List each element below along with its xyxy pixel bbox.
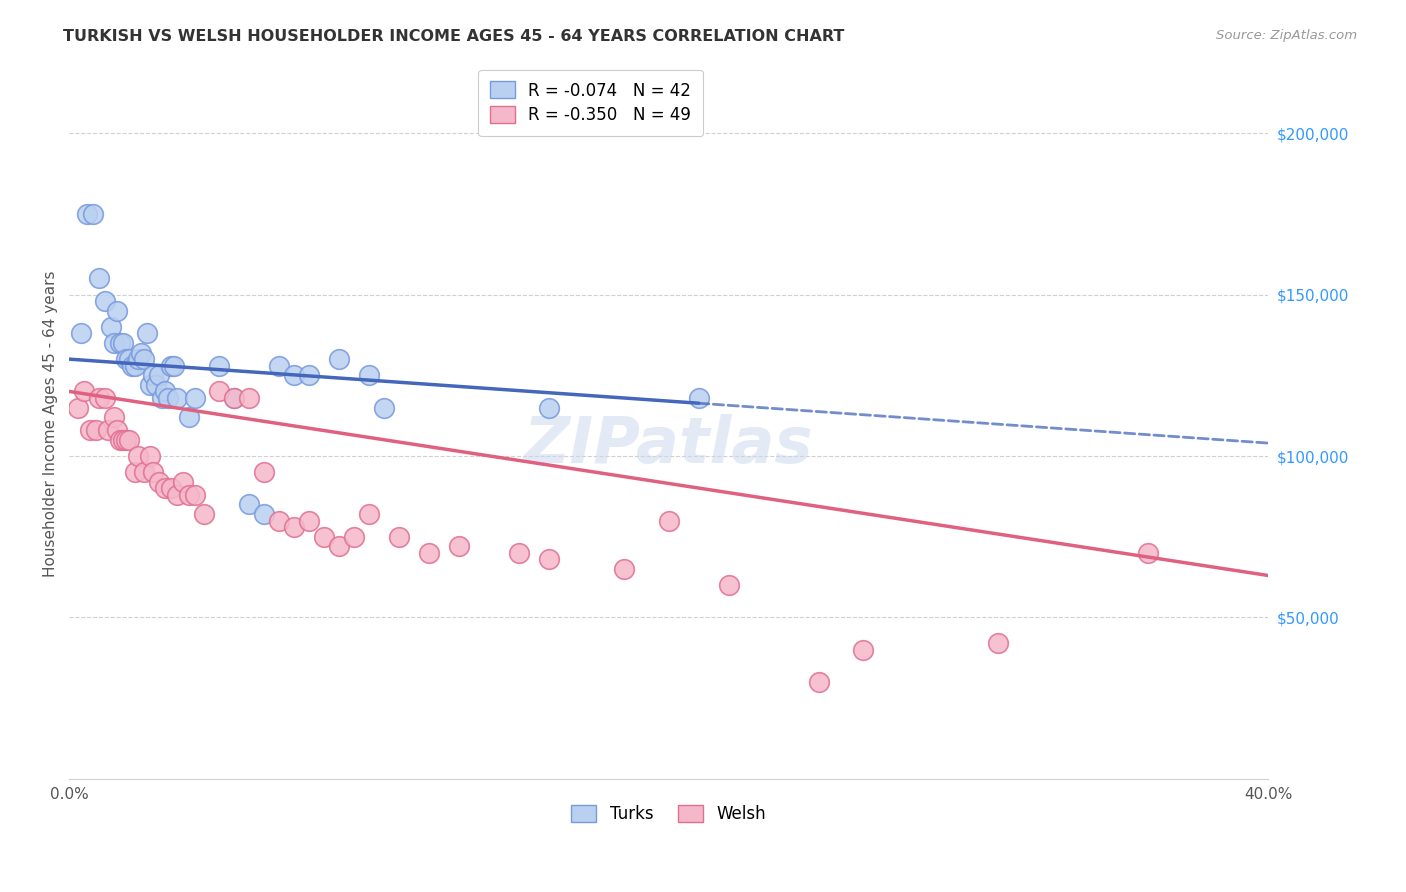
Point: [208, 384, 231, 399]
Point: [142, 465, 165, 479]
Point: [613, 562, 636, 576]
Point: [508, 546, 530, 560]
Point: [267, 359, 290, 373]
Point: [73, 384, 96, 399]
Point: [121, 359, 143, 373]
Point: [108, 336, 131, 351]
Point: [184, 391, 207, 405]
Point: [283, 520, 305, 534]
Point: [163, 359, 186, 373]
Point: [328, 540, 350, 554]
Y-axis label: Householder Income Ages 45 - 64 years: Householder Income Ages 45 - 64 years: [44, 270, 58, 577]
Point: [94, 391, 117, 405]
Point: [312, 530, 335, 544]
Point: [84, 423, 107, 437]
Point: [108, 433, 131, 447]
Point: [357, 507, 380, 521]
Point: [267, 514, 290, 528]
Point: [118, 352, 141, 367]
Point: [112, 336, 135, 351]
Point: [153, 384, 176, 399]
Point: [124, 359, 146, 373]
Point: [166, 391, 188, 405]
Point: [148, 475, 170, 489]
Point: [179, 410, 201, 425]
Point: [222, 391, 245, 405]
Point: [328, 352, 350, 367]
Point: [145, 378, 167, 392]
Point: [172, 475, 194, 489]
Point: [105, 303, 128, 318]
Point: [148, 368, 170, 383]
Point: [76, 207, 98, 221]
Text: TURKISH VS WELSH HOUSEHOLDER INCOME AGES 45 - 64 YEARS CORRELATION CHART: TURKISH VS WELSH HOUSEHOLDER INCOME AGES…: [63, 29, 845, 44]
Point: [717, 578, 740, 592]
Point: [238, 391, 260, 405]
Point: [129, 345, 152, 359]
Point: [127, 449, 149, 463]
Legend: Turks, Welsh: Turks, Welsh: [560, 793, 778, 835]
Point: [373, 401, 395, 415]
Point: [447, 540, 470, 554]
Point: [807, 675, 830, 690]
Point: [193, 507, 215, 521]
Point: [97, 423, 120, 437]
Point: [388, 530, 411, 544]
Point: [118, 433, 141, 447]
Point: [208, 359, 231, 373]
Point: [103, 410, 125, 425]
Point: [298, 514, 321, 528]
Point: [253, 507, 276, 521]
Point: [142, 368, 165, 383]
Point: [100, 319, 122, 334]
Point: [105, 423, 128, 437]
Point: [136, 326, 159, 341]
Point: [537, 552, 560, 566]
Point: [283, 368, 305, 383]
Point: [166, 488, 188, 502]
Point: [124, 465, 146, 479]
Point: [139, 378, 162, 392]
Point: [112, 433, 135, 447]
Point: [222, 391, 245, 405]
Text: Source: ZipAtlas.com: Source: ZipAtlas.com: [1216, 29, 1357, 42]
Text: ZIPatlas: ZIPatlas: [524, 414, 814, 476]
Point: [418, 546, 440, 560]
Point: [184, 488, 207, 502]
Point: [253, 465, 276, 479]
Point: [153, 481, 176, 495]
Point: [79, 423, 101, 437]
Point: [343, 530, 366, 544]
Point: [89, 391, 111, 405]
Point: [160, 359, 183, 373]
Point: [298, 368, 321, 383]
Point: [70, 326, 93, 341]
Point: [150, 391, 173, 405]
Point: [987, 636, 1010, 650]
Point: [160, 481, 183, 495]
Point: [103, 336, 125, 351]
Point: [139, 449, 162, 463]
Point: [357, 368, 380, 383]
Point: [115, 352, 138, 367]
Point: [1137, 546, 1160, 560]
Point: [688, 391, 710, 405]
Point: [852, 642, 875, 657]
Point: [127, 352, 149, 367]
Point: [658, 514, 681, 528]
Point: [115, 433, 138, 447]
Point: [67, 401, 90, 415]
Point: [89, 271, 111, 285]
Point: [179, 488, 201, 502]
Point: [157, 391, 180, 405]
Point: [537, 401, 560, 415]
Point: [134, 465, 156, 479]
Point: [94, 293, 117, 308]
Point: [238, 498, 260, 512]
Point: [82, 207, 104, 221]
Point: [134, 352, 156, 367]
